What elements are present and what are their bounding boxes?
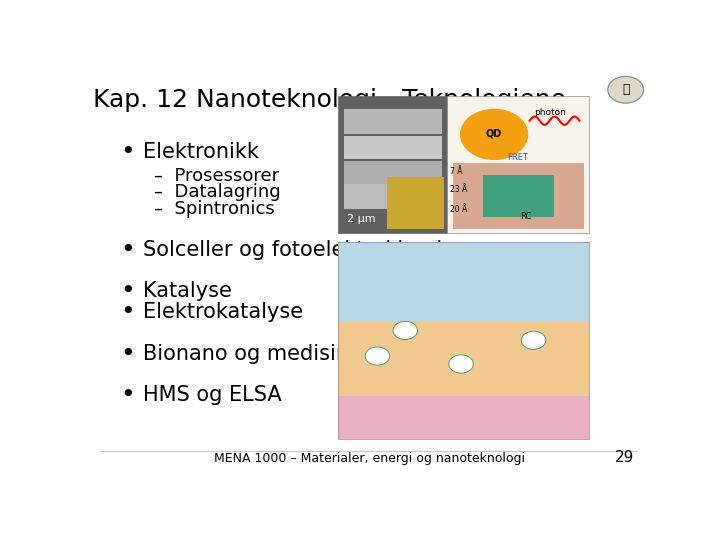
Bar xyxy=(387,177,444,229)
Text: Bionano og medisin: Bionano og medisin xyxy=(143,344,349,364)
Bar xyxy=(338,241,590,321)
Text: FRET: FRET xyxy=(507,153,528,162)
Circle shape xyxy=(608,77,644,103)
Text: –  Prosessorer: – Prosessorer xyxy=(154,167,279,185)
Text: •: • xyxy=(121,383,135,407)
Bar xyxy=(344,110,441,134)
Bar xyxy=(482,176,554,217)
Text: QD: QD xyxy=(486,128,503,138)
Bar xyxy=(344,161,441,184)
Circle shape xyxy=(461,110,528,159)
Text: Katalyse: Katalyse xyxy=(143,281,232,301)
Text: Elektronikk: Elektronikk xyxy=(143,142,259,162)
Text: –  Datalagring: – Datalagring xyxy=(154,184,281,201)
Circle shape xyxy=(521,331,546,349)
Bar xyxy=(338,96,447,233)
Bar xyxy=(453,163,584,229)
Bar xyxy=(338,241,590,439)
Text: –  Spintronics: – Spintronics xyxy=(154,200,275,218)
Text: 7 Å: 7 Å xyxy=(450,167,462,176)
Text: Elektrokatalyse: Elektrokatalyse xyxy=(143,302,303,322)
Text: •: • xyxy=(121,140,135,164)
Bar xyxy=(338,321,590,396)
Text: 20 Å: 20 Å xyxy=(450,205,467,214)
Circle shape xyxy=(365,347,390,365)
Text: •: • xyxy=(121,279,135,303)
Text: •: • xyxy=(121,238,135,262)
Text: MENA 1000 – Materialer, energi og nanoteknologi: MENA 1000 – Materialer, energi og nanote… xyxy=(214,452,524,465)
Text: 23 Å: 23 Å xyxy=(450,185,467,194)
Bar xyxy=(338,396,590,439)
Text: 🏛: 🏛 xyxy=(622,83,629,96)
Text: photon: photon xyxy=(534,108,565,117)
Text: •: • xyxy=(121,300,135,324)
Text: RC: RC xyxy=(520,212,531,221)
Text: Kap. 12 Nanoteknologi - Teknologiene: Kap. 12 Nanoteknologi - Teknologiene xyxy=(94,87,567,112)
Circle shape xyxy=(393,321,418,340)
Bar xyxy=(344,136,441,159)
Bar xyxy=(447,96,590,233)
Text: 2 μm: 2 μm xyxy=(347,214,375,224)
Text: •: • xyxy=(121,342,135,366)
Text: 29: 29 xyxy=(615,450,634,465)
Text: Solceller og fotoelektrokjemi: Solceller og fotoelektrokjemi xyxy=(143,240,442,260)
Bar xyxy=(344,184,441,208)
Text: HMS og ELSA: HMS og ELSA xyxy=(143,386,282,406)
Circle shape xyxy=(449,355,473,373)
